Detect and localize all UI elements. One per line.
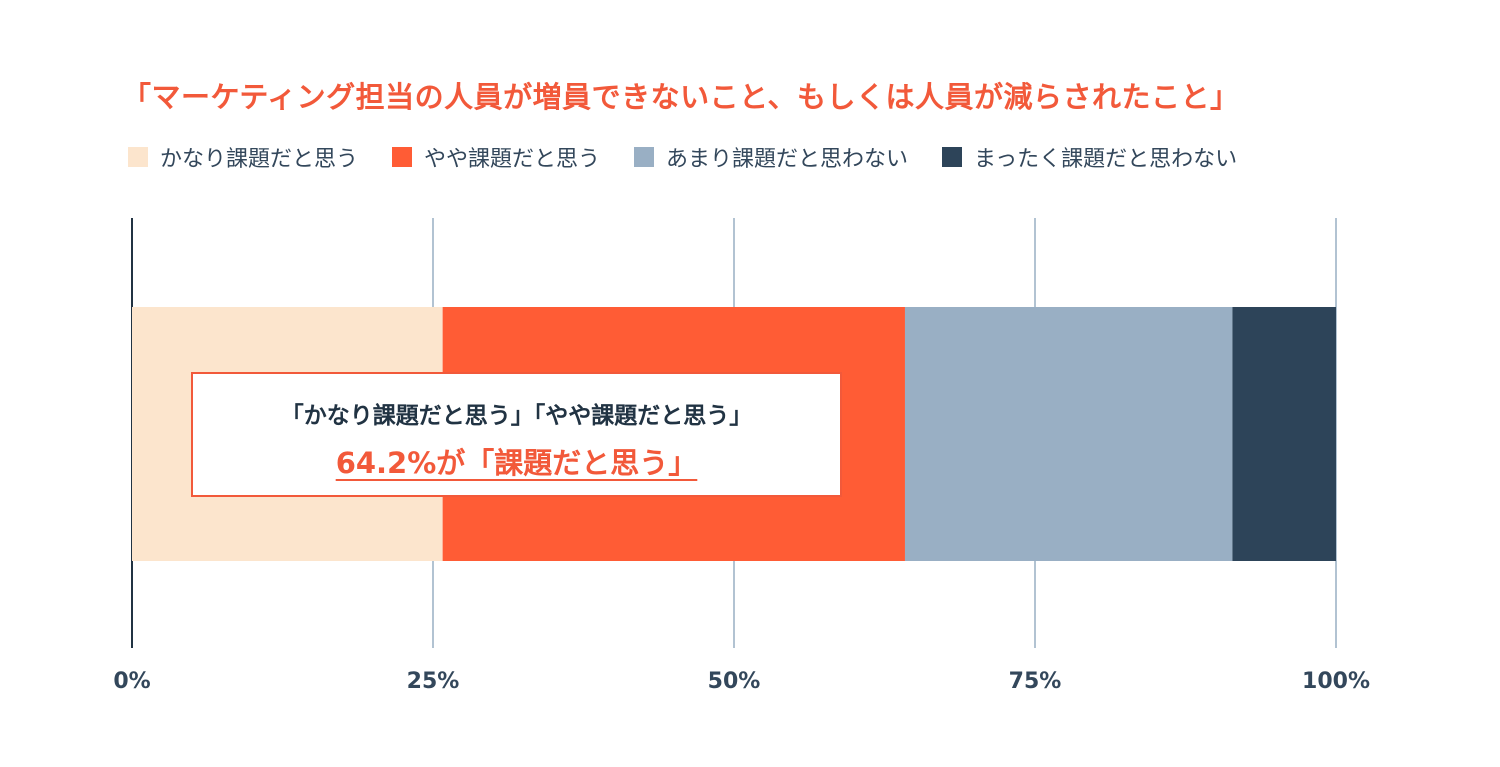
callout-text-total: 64.2%が「課題だと思う」	[335, 446, 698, 480]
callout-text-categories: 「かなり課題だと思う」「やや課題だと思う」	[280, 403, 753, 429]
legend-label: かなり課題だと思う	[160, 147, 359, 172]
x-tick-label: 100%	[1302, 669, 1370, 694]
legend-label: まったく課題だと思わない	[974, 147, 1238, 172]
legend-item-somewhat: やや課題だと思う	[392, 141, 600, 173]
legend-item-not-at-all: まったく課題だと思わない	[942, 141, 1237, 173]
chart-title: 「マーケティング担当の人員が増員できないこと、もしくは人員が減らされたこと」	[122, 80, 1240, 114]
x-tick-label: 25%	[407, 669, 460, 694]
legend-label: あまり課題だと思わない	[666, 147, 909, 172]
legend-swatch	[942, 147, 963, 167]
bar-segment	[1232, 307, 1336, 561]
callout-box: 「かなり課題だと思う」「やや課題だと思う」 64.2%が「課題だと思う」	[191, 372, 842, 497]
bar-segment	[904, 307, 1233, 561]
x-tick-label: 0%	[113, 669, 150, 694]
legend-item-very-much: かなり課題だと思う	[128, 141, 358, 173]
callout-highlight-wrap: 64.2%が「課題だと思う」	[193, 440, 840, 482]
legend-swatch	[634, 147, 655, 167]
legend-swatch	[128, 147, 148, 167]
x-tick-label: 75%	[1009, 669, 1062, 694]
chart-legend: かなり課題だと思う やや課題だと思う あまり課題だと思わない まったく課題だと思…	[128, 141, 1271, 173]
x-tick-label: 50%	[708, 669, 761, 694]
legend-item-not-much: あまり課題だと思わない	[634, 141, 908, 173]
legend-label: やや課題だと思う	[424, 147, 601, 172]
legend-swatch	[392, 147, 413, 167]
